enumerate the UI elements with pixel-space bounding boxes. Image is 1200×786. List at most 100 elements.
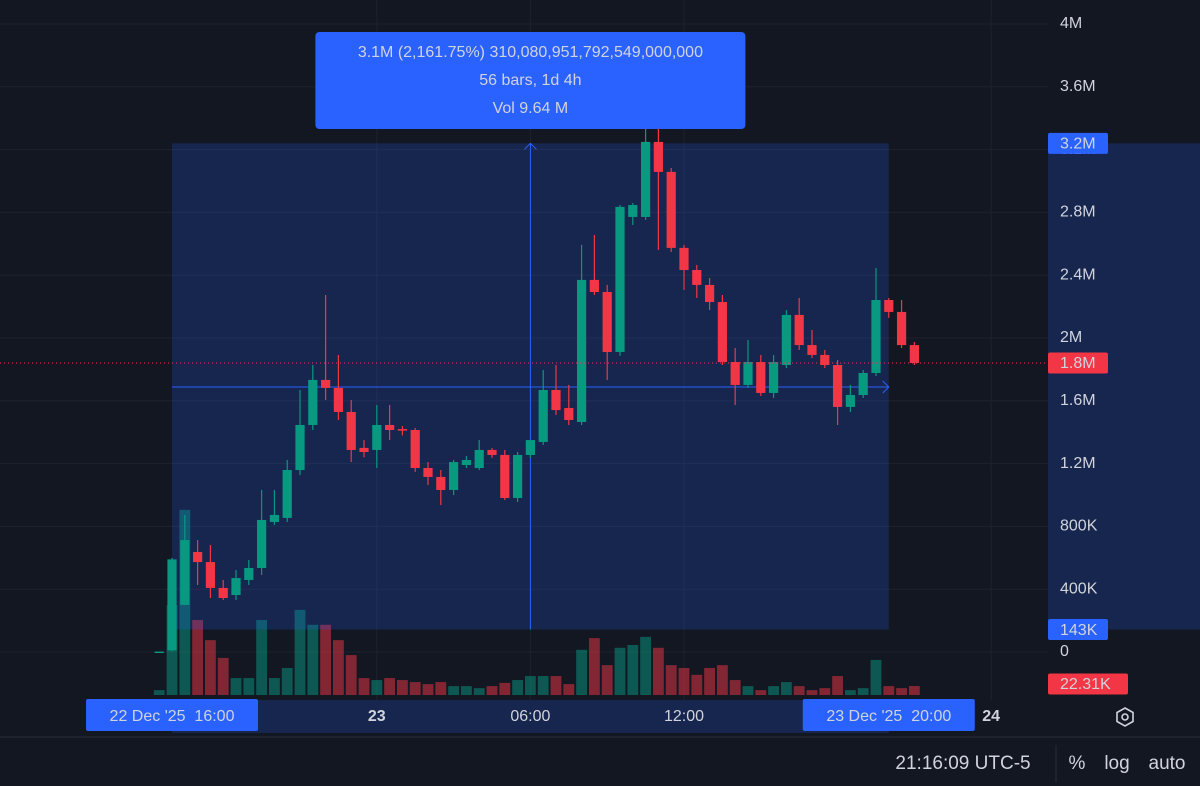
- volume-bar: [780, 682, 792, 695]
- candle-body: [551, 389, 561, 411]
- volume-bar: [499, 682, 511, 695]
- volume-bar: [486, 686, 498, 695]
- candle-body: [589, 279, 600, 293]
- tooltip-line: 56 bars, 1d 4h: [479, 72, 581, 89]
- candle-body: [858, 373, 868, 395]
- volume-bar: [294, 609, 306, 695]
- x-tick-label: 12:00: [664, 708, 704, 725]
- measure-tooltip: [315, 32, 746, 129]
- volume-bar: [704, 667, 715, 695]
- candle-body: [436, 476, 446, 490]
- candle-body: [704, 284, 715, 303]
- volume-bar: [217, 657, 229, 695]
- volume-bar: [422, 684, 434, 695]
- scale-button[interactable]: log: [1104, 753, 1129, 774]
- clock: 21:16:09 UTC-5: [895, 753, 1030, 774]
- measure-arrowhead: [524, 142, 537, 150]
- volume-bar: [627, 644, 639, 695]
- volume-bar: [857, 688, 869, 695]
- tooltip-line: Vol 9.64 M: [493, 100, 569, 117]
- time-to-label-box: [802, 699, 975, 731]
- label-layer: 3.2M 143K 1.8M 22.31K 22 Dec '25 16:00 23 Dec…: [0, 32, 1185, 774]
- volume-bar: [243, 678, 255, 695]
- volume-bar: [153, 690, 165, 695]
- volume-bar: [844, 690, 856, 695]
- volume-bar: [192, 619, 204, 695]
- candle-body: [832, 365, 843, 407]
- y-tick-label: 2M: [1060, 329, 1082, 346]
- volume-bar: [716, 665, 728, 695]
- volume-bar: [460, 686, 472, 695]
- volume-bar: [537, 676, 549, 695]
- volume-bar: [601, 665, 613, 695]
- settings-dot[interactable]: [1121, 713, 1129, 721]
- volume-bar: [640, 636, 652, 695]
- candle-body: [781, 314, 791, 366]
- candle-body: [487, 449, 497, 455]
- y-tick-label: 4M: [1060, 15, 1082, 32]
- measure-layer: [172, 142, 1200, 733]
- axis-layer: 0 400K 800K 1.2M 1.6M 2M 2.4M 2.8M 3.2M 3.6M 4M 23 0…: [368, 15, 1098, 725]
- volume-bar: [768, 686, 779, 695]
- price-to-label: 3.2M: [1060, 136, 1096, 153]
- y-tick-label: 3.6M: [1060, 78, 1096, 95]
- volume-bar: [281, 667, 293, 695]
- candle-body: [884, 300, 894, 312]
- scale-button[interactable]: auto: [1149, 753, 1186, 774]
- volume-bar: [435, 682, 447, 695]
- y-tick-label: 2.4M: [1060, 266, 1096, 283]
- candle-body: [410, 430, 420, 469]
- volume-bar: [396, 680, 408, 695]
- time-axis-range: [172, 700, 889, 733]
- candle-body: [602, 292, 612, 352]
- candle-body: [512, 454, 523, 498]
- volume-bar: [819, 688, 831, 695]
- settings-hexagon[interactable]: [1116, 707, 1134, 727]
- scale-button[interactable]: %: [1069, 753, 1086, 774]
- volume-bar: [409, 682, 421, 695]
- tooltip-line: 3.1M (2,161.75%) 310,080,951,792,549,000…: [358, 44, 703, 61]
- price-axis-range: [1048, 143, 1200, 630]
- volume-bar: [524, 676, 536, 695]
- candle-body: [244, 568, 254, 580]
- y-tick-label: 400K: [1060, 580, 1098, 597]
- candle-body: [653, 141, 663, 172]
- volume-bar: [908, 685, 920, 695]
- volume-bar: [896, 688, 907, 695]
- last-volume-label: 22.31K: [1060, 676, 1111, 693]
- candle-body: [628, 205, 638, 217]
- volume-bar: [652, 647, 664, 695]
- candle-body: [167, 559, 177, 651]
- candle-body: [218, 587, 228, 598]
- volume-bar: [550, 676, 562, 695]
- volume-bar: [883, 686, 895, 695]
- volume-bar: [269, 678, 280, 695]
- last-price-label: 1.8M: [1060, 355, 1096, 372]
- price-from-label: 143K: [1060, 622, 1098, 639]
- candle-body: [295, 424, 305, 471]
- candle-body: [576, 279, 587, 423]
- candle-body: [909, 345, 919, 363]
- volume-bar: [729, 680, 741, 695]
- candle-body: [372, 424, 382, 450]
- volume-bar: [320, 624, 332, 695]
- candle-body: [615, 206, 625, 352]
- settings-icon[interactable]: [1116, 707, 1134, 727]
- candle-body: [193, 551, 203, 563]
- candle-body: [525, 440, 536, 455]
- time-from-label: 22 Dec '25 16:00: [110, 708, 235, 725]
- candle-body: [359, 447, 369, 452]
- candle-body: [321, 379, 331, 388]
- volume-bar: [614, 647, 626, 695]
- last-price-label-box: [1048, 352, 1108, 374]
- candle-body: [768, 362, 779, 393]
- time-to-label: 23 Dec '25 20:00: [826, 708, 951, 725]
- measure-arrowhead: [882, 380, 890, 394]
- volume-bar: [333, 640, 344, 695]
- candle-body: [640, 141, 651, 217]
- candle-body: [538, 389, 548, 442]
- volume-bar: [384, 678, 396, 695]
- time-from-label-box: [86, 699, 259, 731]
- candle-body: [397, 429, 408, 431]
